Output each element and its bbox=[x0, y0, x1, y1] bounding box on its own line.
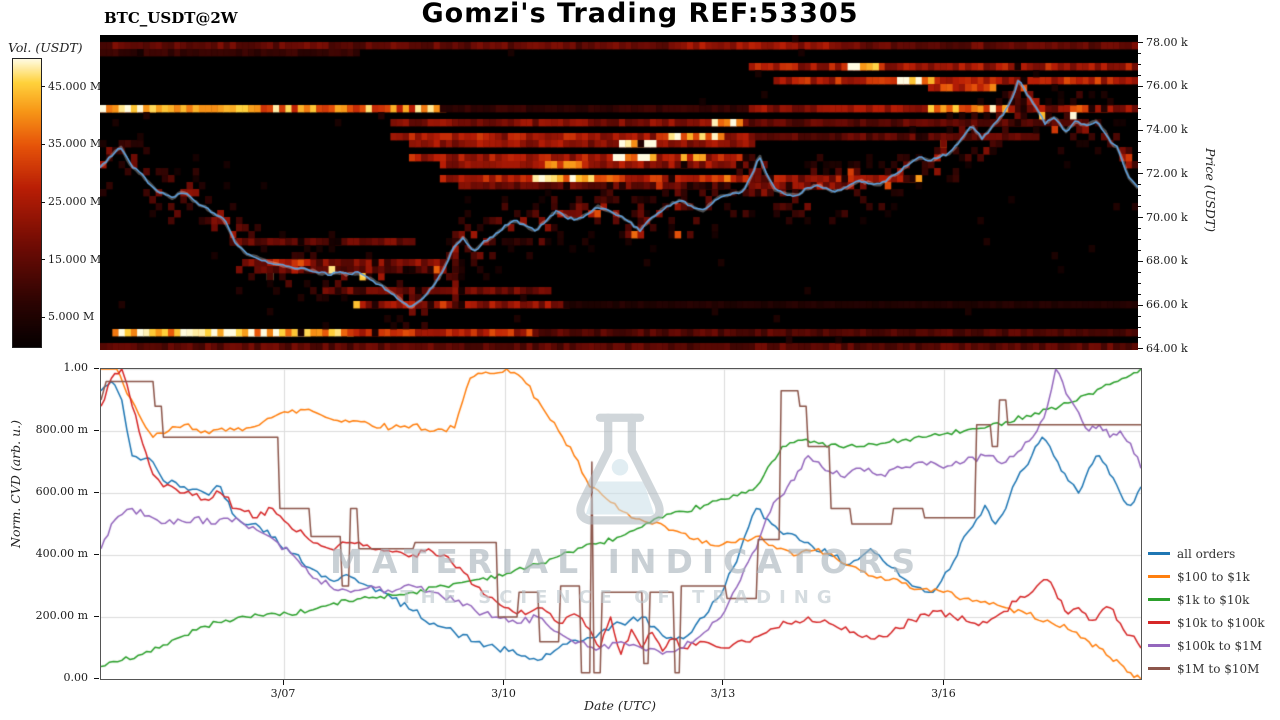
legend-swatch bbox=[1148, 621, 1170, 624]
price-tick-mark bbox=[1138, 337, 1141, 339]
colorbar-axis-label: Vol. (USDT) bbox=[8, 40, 83, 55]
price-tick-mark bbox=[1138, 85, 1143, 87]
price-tick-mark bbox=[1138, 96, 1141, 98]
colorbar-tick-label: 45.000 M bbox=[48, 79, 102, 93]
colorbar-tick-label: 5.000 M bbox=[48, 310, 95, 324]
cvd-y-tick-mark bbox=[94, 677, 99, 679]
price-tick-mark bbox=[1138, 206, 1141, 208]
price-tick-mark bbox=[1138, 162, 1141, 164]
price-tick-mark bbox=[1138, 271, 1141, 273]
price-tick-mark bbox=[1138, 326, 1141, 328]
price-tick-mark bbox=[1138, 304, 1143, 306]
colorbar-tick-mark bbox=[41, 316, 45, 318]
cvd-y-tick-mark bbox=[94, 367, 99, 369]
cvd-chart-canvas bbox=[100, 368, 1142, 680]
price-tick-mark bbox=[1138, 129, 1143, 131]
legend-item: all orders bbox=[1148, 542, 1278, 565]
price-tick-label: 66.00 k bbox=[1146, 298, 1188, 312]
cvd-x-tick-label: 3/07 bbox=[270, 687, 296, 700]
cvd-x-tick-mark bbox=[722, 680, 724, 685]
cvd-y-tick-mark bbox=[94, 615, 99, 617]
price-tick-label: 74.00 k bbox=[1146, 123, 1188, 137]
chart-legend: all orders $100 to $1k $1k to $10k $10k to … bbox=[1148, 542, 1278, 680]
price-tick-mark bbox=[1138, 249, 1141, 251]
price-tick-mark bbox=[1138, 74, 1141, 76]
legend-item: $10k to $100k bbox=[1148, 611, 1278, 634]
legend-label: all orders bbox=[1177, 546, 1236, 561]
price-tick-label: 68.00 k bbox=[1146, 254, 1188, 268]
liquidity-heatmap-canvas bbox=[100, 35, 1138, 350]
price-tick-mark bbox=[1138, 173, 1143, 175]
cvd-y-axis-label: Norm. CVD (arb. u.) bbox=[8, 420, 23, 548]
symbol-label: BTC_USDT@2W bbox=[104, 9, 238, 27]
colorbar-tick-label: 35.000 M bbox=[48, 137, 102, 151]
legend-swatch bbox=[1148, 644, 1170, 647]
price-tick-mark bbox=[1138, 228, 1141, 230]
price-tick-mark bbox=[1138, 64, 1141, 66]
cvd-x-tick-label: 3/16 bbox=[931, 687, 956, 700]
cvd-y-tick-label: 200.00 m bbox=[35, 609, 88, 622]
price-tick-mark bbox=[1138, 140, 1141, 142]
price-tick-mark bbox=[1138, 293, 1141, 295]
price-tick-mark bbox=[1138, 184, 1141, 186]
price-tick-mark bbox=[1138, 107, 1141, 109]
cvd-y-tick-mark bbox=[94, 553, 99, 555]
legend-label: $100 to $1k bbox=[1177, 569, 1250, 584]
colorbar-tick-mark bbox=[41, 259, 45, 261]
price-tick-label: 70.00 k bbox=[1146, 210, 1188, 224]
price-tick-label: 64.00 k bbox=[1146, 341, 1188, 355]
cvd-x-tick-label: 3/10 bbox=[491, 687, 516, 700]
legend-swatch bbox=[1148, 575, 1170, 578]
price-tick-label: 78.00 k bbox=[1146, 35, 1188, 49]
legend-swatch bbox=[1148, 552, 1170, 555]
colorbar-tick-mark bbox=[41, 143, 45, 145]
colorbar-tick-mark bbox=[41, 201, 45, 203]
cvd-y-tick-mark bbox=[94, 429, 99, 431]
colorbar-tick-label: 25.000 M bbox=[48, 195, 102, 208]
cvd-x-tick-label: 3/13 bbox=[710, 687, 736, 700]
page-title: Gomzi's Trading REF:53305 bbox=[421, 0, 859, 29]
legend-label: $10k to $100k bbox=[1177, 615, 1265, 630]
price-tick-mark bbox=[1138, 282, 1141, 284]
legend-item: $100k to $1M bbox=[1148, 634, 1278, 657]
cvd-x-tick-mark bbox=[282, 680, 284, 685]
price-tick-mark bbox=[1138, 42, 1143, 44]
price-tick-mark bbox=[1138, 53, 1141, 55]
legend-label: $1M to $10M bbox=[1177, 661, 1260, 676]
cvd-x-tick-mark bbox=[503, 680, 505, 685]
price-tick-mark bbox=[1138, 348, 1143, 350]
price-tick-mark bbox=[1138, 217, 1143, 219]
price-tick-label: 72.00 k bbox=[1146, 166, 1188, 180]
cvd-y-tick-mark bbox=[94, 491, 99, 493]
cvd-y-tick-label: 400.00 m bbox=[35, 547, 88, 560]
volume-colorbar bbox=[12, 58, 42, 348]
cvd-y-tick-label: 800.00 m bbox=[35, 423, 88, 436]
cvd-y-tick-label: 1.00 bbox=[63, 361, 89, 374]
price-tick-mark bbox=[1138, 151, 1141, 153]
colorbar-tick-mark bbox=[41, 86, 45, 88]
price-tick-mark bbox=[1138, 195, 1141, 197]
legend-item: $100 to $1k bbox=[1148, 565, 1278, 588]
cvd-y-tick-label: 600.00 m bbox=[35, 485, 88, 498]
legend-label: $100k to $1M bbox=[1177, 638, 1263, 653]
legend-item: $1k to $10k bbox=[1148, 588, 1278, 611]
legend-item: $1M to $10M bbox=[1148, 657, 1278, 680]
price-tick-mark bbox=[1138, 260, 1143, 262]
cvd-x-axis-label: Date (UTC) bbox=[583, 698, 657, 713]
price-tick-label: 76.00 k bbox=[1146, 79, 1188, 93]
cvd-x-tick-mark bbox=[942, 680, 944, 685]
cvd-y-tick-label: 0.00 bbox=[63, 671, 89, 684]
legend-swatch bbox=[1148, 667, 1170, 670]
colorbar-tick-label: 15.000 M bbox=[48, 252, 102, 266]
price-tick-mark bbox=[1138, 315, 1141, 317]
price-tick-mark bbox=[1138, 239, 1141, 241]
legend-label: $1k to $10k bbox=[1177, 592, 1250, 607]
price-tick-mark bbox=[1138, 118, 1141, 120]
price-axis-label: Price (USDT) bbox=[1203, 148, 1218, 232]
legend-swatch bbox=[1148, 598, 1170, 601]
